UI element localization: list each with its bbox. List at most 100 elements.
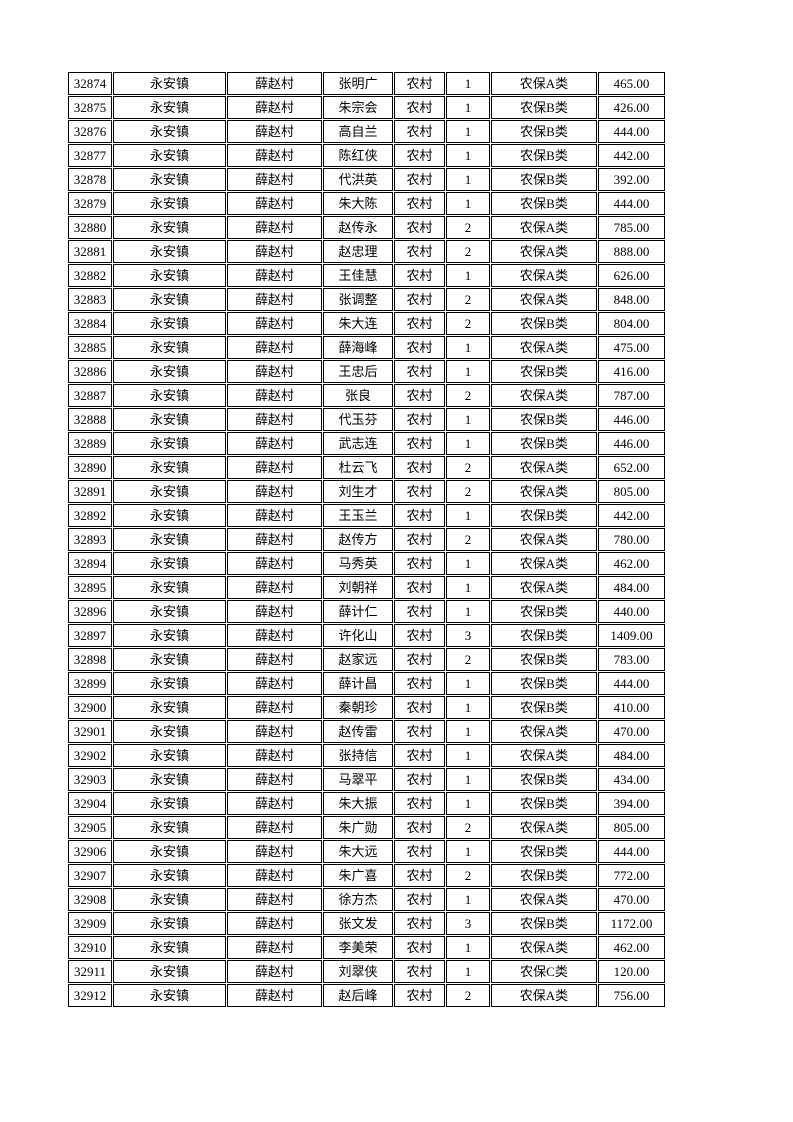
table-row: 32898 永安镇 薛赵村 赵家远 农村 2 农保B类 783.00 xyxy=(68,648,665,671)
cell-village: 薛赵村 xyxy=(227,600,322,623)
cell-town: 永安镇 xyxy=(113,576,226,599)
cell-village: 薛赵村 xyxy=(227,552,322,575)
cell-person-name: 马秀英 xyxy=(323,552,393,575)
cell-amount: 440.00 xyxy=(598,600,665,623)
cell-insurance-category: 农保A类 xyxy=(491,816,597,839)
cell-amount: 392.00 xyxy=(598,168,665,191)
cell-amount: 805.00 xyxy=(598,480,665,503)
cell-village: 薛赵村 xyxy=(227,264,322,287)
cell-person-name: 代玉芬 xyxy=(323,408,393,431)
cell-insurance-category: 农保A类 xyxy=(491,552,597,575)
cell-person-count: 1 xyxy=(446,72,490,95)
cell-town: 永安镇 xyxy=(113,624,226,647)
cell-residence-type: 农村 xyxy=(394,504,445,527)
table-row: 32901 永安镇 薛赵村 赵传雷 农村 1 农保A类 470.00 xyxy=(68,720,665,743)
table-row: 32882 永安镇 薛赵村 王佳慧 农村 1 农保A类 626.00 xyxy=(68,264,665,287)
cell-insurance-category: 农保B类 xyxy=(491,768,597,791)
cell-insurance-category: 农保B类 xyxy=(491,192,597,215)
cell-record-id: 32898 xyxy=(68,648,112,671)
cell-town: 永安镇 xyxy=(113,168,226,191)
table-row: 32907 永安镇 薛赵村 朱广喜 农村 2 农保B类 772.00 xyxy=(68,864,665,887)
cell-town: 永安镇 xyxy=(113,960,226,983)
cell-amount: 446.00 xyxy=(598,432,665,455)
table-row: 32889 永安镇 薛赵村 武志连 农村 1 农保B类 446.00 xyxy=(68,432,665,455)
cell-residence-type: 农村 xyxy=(394,432,445,455)
cell-person-count: 1 xyxy=(446,744,490,767)
cell-amount: 484.00 xyxy=(598,576,665,599)
table-row: 32886 永安镇 薛赵村 王忠后 农村 1 农保B类 416.00 xyxy=(68,360,665,383)
cell-record-id: 32879 xyxy=(68,192,112,215)
cell-village: 薛赵村 xyxy=(227,288,322,311)
cell-person-name: 赵传方 xyxy=(323,528,393,551)
cell-residence-type: 农村 xyxy=(394,936,445,959)
table-row: 32895 永安镇 薛赵村 刘朝祥 农村 1 农保A类 484.00 xyxy=(68,576,665,599)
cell-residence-type: 农村 xyxy=(394,240,445,263)
cell-insurance-category: 农保B类 xyxy=(491,648,597,671)
cell-person-count: 2 xyxy=(446,864,490,887)
cell-person-count: 1 xyxy=(446,888,490,911)
cell-village: 薛赵村 xyxy=(227,672,322,695)
cell-village: 薛赵村 xyxy=(227,624,322,647)
cell-person-count: 1 xyxy=(446,672,490,695)
cell-person-count: 1 xyxy=(446,96,490,119)
cell-village: 薛赵村 xyxy=(227,360,322,383)
table-row: 32887 永安镇 薛赵村 张良 农村 2 农保A类 787.00 xyxy=(68,384,665,407)
table-row: 32892 永安镇 薛赵村 王玉兰 农村 1 农保B类 442.00 xyxy=(68,504,665,527)
cell-person-name: 马翠平 xyxy=(323,768,393,791)
cell-person-name: 张文发 xyxy=(323,912,393,935)
cell-person-count: 1 xyxy=(446,768,490,791)
cell-person-count: 1 xyxy=(446,960,490,983)
cell-person-count: 2 xyxy=(446,288,490,311)
cell-town: 永安镇 xyxy=(113,312,226,335)
cell-town: 永安镇 xyxy=(113,192,226,215)
table-row: 32904 永安镇 薛赵村 朱大振 农村 1 农保B类 394.00 xyxy=(68,792,665,815)
cell-person-name: 李美荣 xyxy=(323,936,393,959)
cell-amount: 785.00 xyxy=(598,216,665,239)
cell-residence-type: 农村 xyxy=(394,264,445,287)
insurance-payment-table: 32874 永安镇 薛赵村 张明广 农村 1 农保A类 465.00 32875 永安镇 薛赵村 朱宗… xyxy=(67,71,666,1008)
cell-amount: 410.00 xyxy=(598,696,665,719)
table-row: 32880 永安镇 薛赵村 赵传永 农村 2 农保A类 785.00 xyxy=(68,216,665,239)
cell-residence-type: 农村 xyxy=(394,720,445,743)
cell-person-count: 2 xyxy=(446,312,490,335)
cell-town: 永安镇 xyxy=(113,240,226,263)
table-row: 32891 永安镇 薛赵村 刘生才 农村 2 农保A类 805.00 xyxy=(68,480,665,503)
cell-record-id: 32884 xyxy=(68,312,112,335)
cell-person-name: 张良 xyxy=(323,384,393,407)
cell-amount: 426.00 xyxy=(598,96,665,119)
cell-village: 薛赵村 xyxy=(227,432,322,455)
cell-insurance-category: 农保A类 xyxy=(491,984,597,1007)
cell-person-name: 朱大远 xyxy=(323,840,393,863)
cell-record-id: 32899 xyxy=(68,672,112,695)
cell-person-count: 1 xyxy=(446,192,490,215)
cell-town: 永安镇 xyxy=(113,552,226,575)
cell-amount: 848.00 xyxy=(598,288,665,311)
cell-residence-type: 农村 xyxy=(394,408,445,431)
cell-residence-type: 农村 xyxy=(394,120,445,143)
cell-village: 薛赵村 xyxy=(227,168,322,191)
cell-person-count: 1 xyxy=(446,792,490,815)
cell-amount: 444.00 xyxy=(598,120,665,143)
cell-amount: 1409.00 xyxy=(598,624,665,647)
table-row: 32912 永安镇 薛赵村 赵后峰 农村 2 农保A类 756.00 xyxy=(68,984,665,1007)
cell-amount: 416.00 xyxy=(598,360,665,383)
cell-insurance-category: 农保B类 xyxy=(491,144,597,167)
cell-village: 薛赵村 xyxy=(227,888,322,911)
cell-record-id: 32877 xyxy=(68,144,112,167)
cell-person-name: 高自兰 xyxy=(323,120,393,143)
cell-village: 薛赵村 xyxy=(227,72,322,95)
cell-insurance-category: 农保A类 xyxy=(491,240,597,263)
cell-person-count: 1 xyxy=(446,720,490,743)
cell-insurance-category: 农保A类 xyxy=(491,720,597,743)
cell-insurance-category: 农保B类 xyxy=(491,408,597,431)
cell-town: 永安镇 xyxy=(113,528,226,551)
cell-residence-type: 农村 xyxy=(394,72,445,95)
cell-amount: 805.00 xyxy=(598,816,665,839)
cell-village: 薛赵村 xyxy=(227,192,322,215)
cell-amount: 442.00 xyxy=(598,504,665,527)
table-row: 32877 永安镇 薛赵村 陈红侠 农村 1 农保B类 442.00 xyxy=(68,144,665,167)
cell-insurance-category: 农保A类 xyxy=(491,216,597,239)
cell-village: 薛赵村 xyxy=(227,312,322,335)
cell-amount: 465.00 xyxy=(598,72,665,95)
cell-person-count: 1 xyxy=(446,432,490,455)
